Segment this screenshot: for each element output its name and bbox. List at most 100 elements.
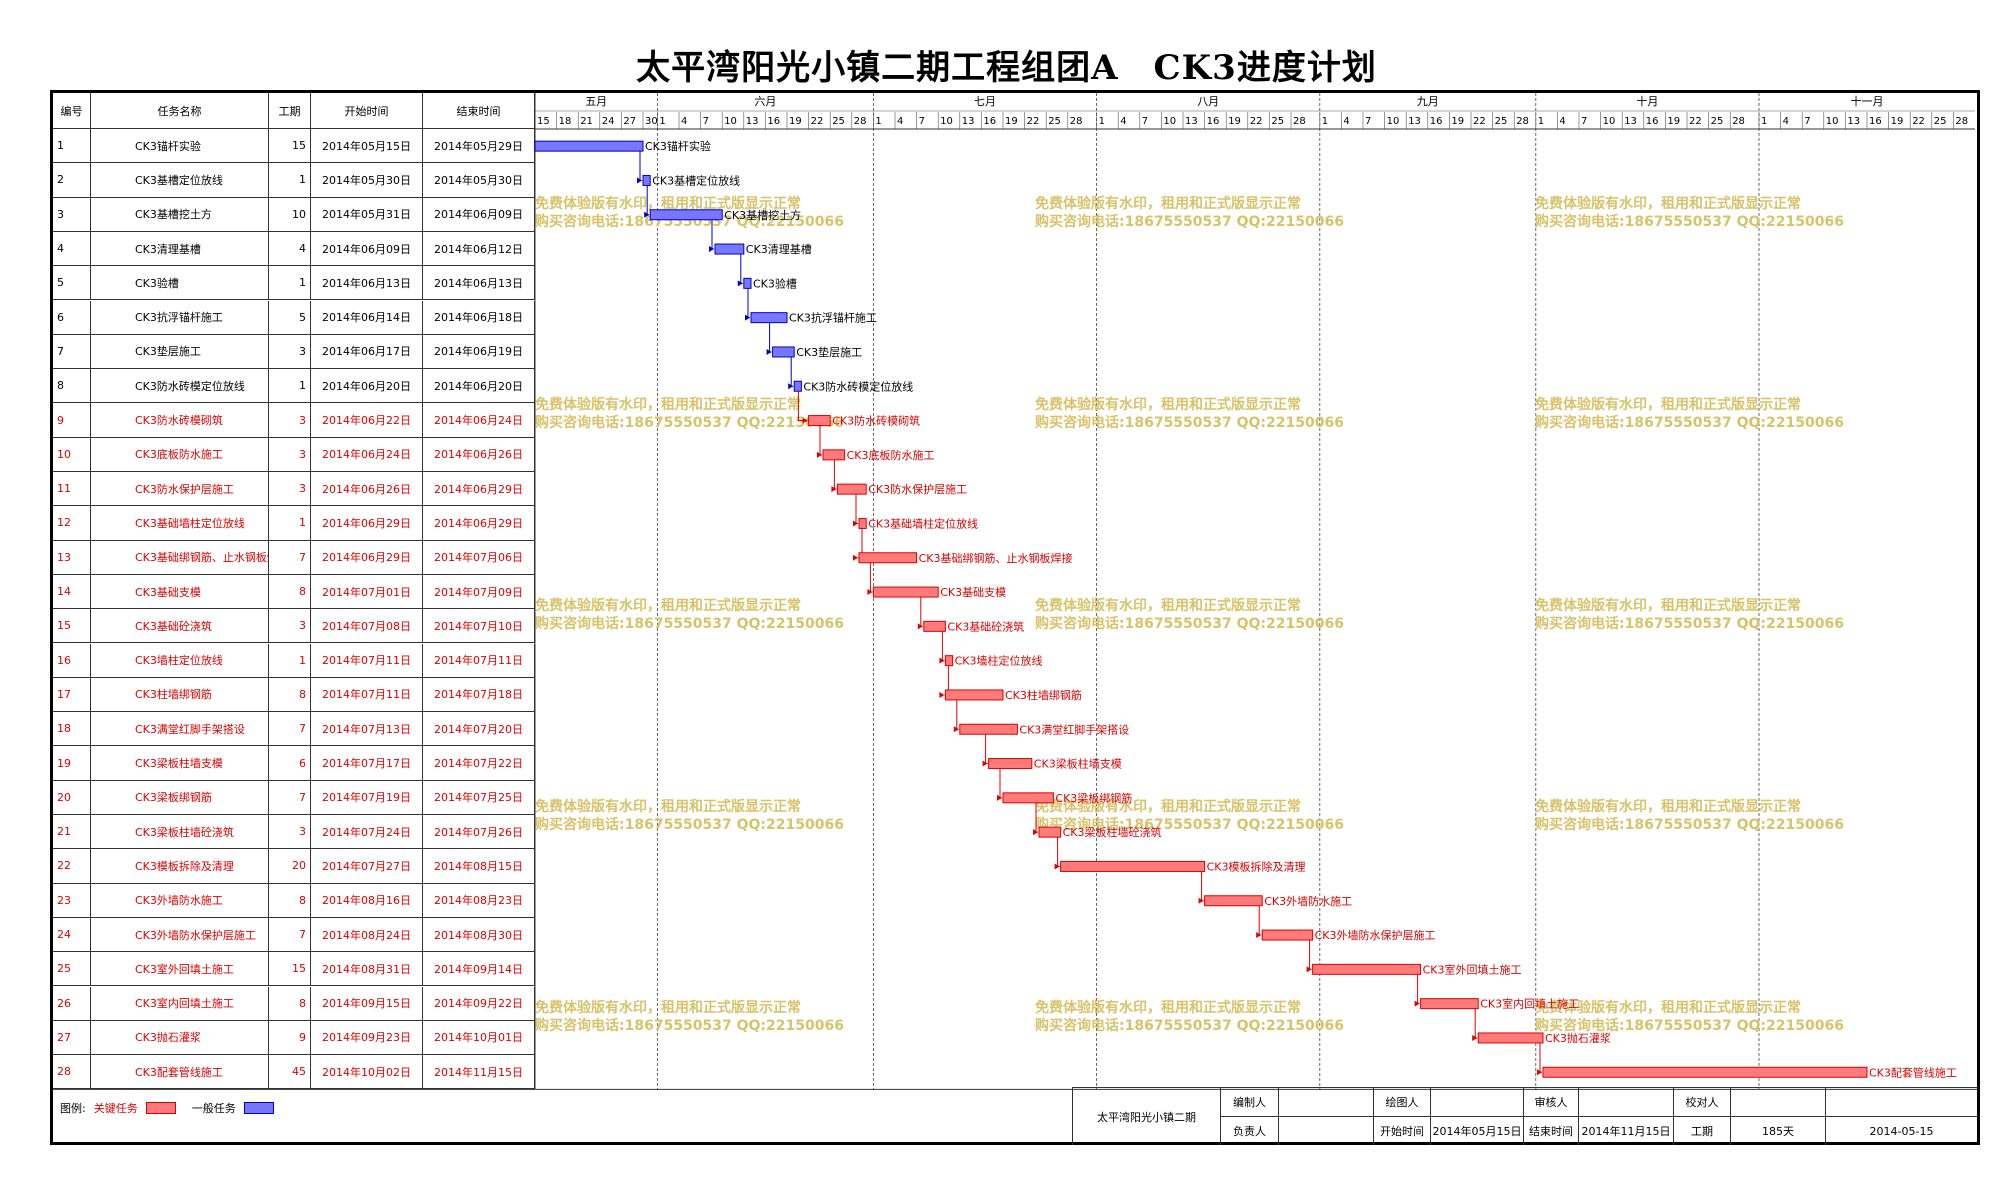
footer-row2-cell: 工期 — [1673, 1116, 1730, 1145]
dependency-arrow — [982, 760, 988, 767]
dependency-arrow — [737, 280, 743, 287]
day-label: 1 — [1538, 116, 1544, 127]
footer-row2-cell: 2014-05-15 — [1825, 1116, 1977, 1145]
watermark-line1: 免费体验版有水印，租用和正式版显示正常 — [1535, 396, 1801, 413]
task-no-cell: 26 — [53, 986, 91, 1021]
watermark-line2: 购买咨询电话:18675550537 QQ:22150066 — [1035, 414, 1344, 431]
day-label: 22 — [811, 116, 824, 127]
task-bar — [1312, 963, 1422, 975]
task-dur-cell: 3 — [269, 815, 311, 850]
day-label: 25 — [1271, 116, 1284, 127]
footer-row1-cell — [1730, 1087, 1825, 1116]
day-label: 16 — [983, 116, 996, 127]
watermark-line1: 免费体验版有水印，租用和正式版显示正常 — [1035, 396, 1301, 413]
task-name-cell: CK3满堂红脚手架搭设 — [91, 712, 269, 747]
day-label: 7 — [703, 116, 709, 127]
day-label: 10 — [1387, 116, 1400, 127]
day-label: 13 — [1847, 116, 1860, 127]
watermark-line2: 购买咨询电话:18675550537 QQ:22150066 — [1035, 1017, 1344, 1034]
task-bar — [1002, 792, 1054, 804]
footer-row2-cell: 负责人 — [1220, 1116, 1278, 1145]
month-label: 十月 — [1636, 94, 1658, 108]
dependency-arrow — [817, 451, 822, 458]
day-label: 10 — [724, 116, 737, 127]
table-header-0: 编号 — [53, 93, 91, 129]
day-label: 10 — [1826, 116, 1839, 127]
task-bar — [772, 346, 795, 358]
legend-critical-swatch — [145, 1102, 176, 1114]
day-label: 7 — [1365, 116, 1371, 127]
task-dur-cell: 8 — [269, 677, 311, 713]
footer-row2-cell: 结束时间 — [1523, 1116, 1578, 1145]
watermark-line2: 购买咨询电话:18675550537 QQ:22150066 — [535, 213, 844, 230]
task-name-cell: CK3锚杆实验 — [91, 129, 269, 164]
task-bar — [1420, 998, 1479, 1010]
task-name-cell: CK3模板拆除及清理 — [91, 849, 269, 884]
day-label: 15 — [537, 116, 550, 127]
dependency-link — [869, 562, 873, 593]
dependency-arrow — [853, 520, 858, 527]
day-label: 22 — [1027, 116, 1040, 127]
day-label: 28 — [854, 116, 867, 127]
dependency-link — [985, 734, 988, 765]
watermark-line1: 免费体验版有水印，租用和正式版显示正常 — [1535, 597, 1801, 614]
watermark-line1: 免费体验版有水印，租用和正式版显示正常 — [1035, 999, 1301, 1016]
task-dur-cell: 5 — [269, 300, 311, 335]
task-name-cell: CK3室内回填土施工 — [91, 986, 269, 1021]
task-bar-label: CK3锚杆实验 — [645, 139, 711, 153]
task-bar-label: CK3梁板绑钢筋 — [1055, 791, 1132, 805]
month-label: 十一月 — [1851, 94, 1884, 108]
footer-row1-cell-last — [1825, 1087, 1977, 1116]
task-dur-cell: 1 — [269, 163, 311, 198]
footer-row1-cell: 审核人 — [1523, 1087, 1578, 1116]
task-dur-cell: 4 — [269, 231, 311, 267]
task-dur-cell: 8 — [269, 986, 311, 1021]
task-start-cell: 2014年07月11日 — [311, 643, 423, 678]
dependency-arrow — [1256, 932, 1262, 939]
table-header-3: 开始时间 — [311, 93, 423, 129]
day-label: 16 — [767, 116, 780, 127]
task-start-cell: 2014年08月31日 — [311, 952, 423, 987]
task-start-cell: 2014年10月02日 — [311, 1055, 423, 1090]
watermark-line1: 免费体验版有水印，租用和正式版显示正常 — [535, 195, 801, 212]
dependency-arrow — [939, 657, 945, 664]
task-bar — [714, 243, 745, 255]
watermark-line2: 购买咨询电话:18675550537 QQ:22150066 — [1535, 414, 1844, 431]
task-bar-label: CK3柱墙绑钢筋 — [1005, 688, 1082, 702]
task-no-cell: 9 — [53, 403, 91, 438]
task-dur-cell: 8 — [269, 574, 311, 610]
task-bar — [944, 655, 954, 667]
month-label: 八月 — [1197, 95, 1219, 108]
task-dur-cell: 7 — [269, 780, 311, 815]
task-bar — [858, 517, 867, 529]
task-name-cell: CK3基础绑钢筋、止水钢板焊接 — [91, 540, 269, 575]
task-dur-cell: 3 — [269, 472, 311, 507]
task-name-cell: CK3梁板柱墙砼浇筑 — [91, 815, 269, 850]
day-label: 28 — [1955, 116, 1968, 127]
task-no-cell: 25 — [53, 952, 91, 987]
dependency-arrow — [953, 726, 959, 733]
day-label: 19 — [1228, 116, 1241, 127]
dependency-link — [1309, 940, 1312, 970]
task-no-cell: 15 — [53, 609, 91, 644]
task-bar — [858, 552, 918, 564]
table-header-2: 工期 — [269, 93, 311, 129]
day-label: 4 — [1343, 116, 1349, 127]
task-bar — [822, 449, 846, 461]
legend-critical-label: 关键任务 — [93, 1102, 138, 1115]
dependency-link — [747, 288, 750, 319]
day-label: 19 — [789, 116, 802, 127]
task-no-cell: 5 — [53, 266, 91, 301]
watermark-line2: 购买咨询电话:18675550537 QQ:22150066 — [1035, 615, 1344, 632]
watermark-line1: 免费体验版有水印，租用和正式版显示正常 — [1535, 798, 1801, 815]
dependency-arrow — [637, 177, 642, 184]
dependency-arrow — [802, 417, 808, 424]
dependency-link — [956, 699, 959, 730]
task-dur-cell: 7 — [269, 712, 311, 747]
dependency-link — [790, 356, 794, 387]
watermark-line1: 免费体验版有水印，租用和正式版显示正常 — [1035, 195, 1301, 212]
task-dur-cell: 8 — [269, 883, 311, 918]
task-no-cell: 12 — [53, 506, 91, 541]
day-label: 25 — [1495, 116, 1508, 127]
gantt-frame — [50, 90, 1980, 1145]
